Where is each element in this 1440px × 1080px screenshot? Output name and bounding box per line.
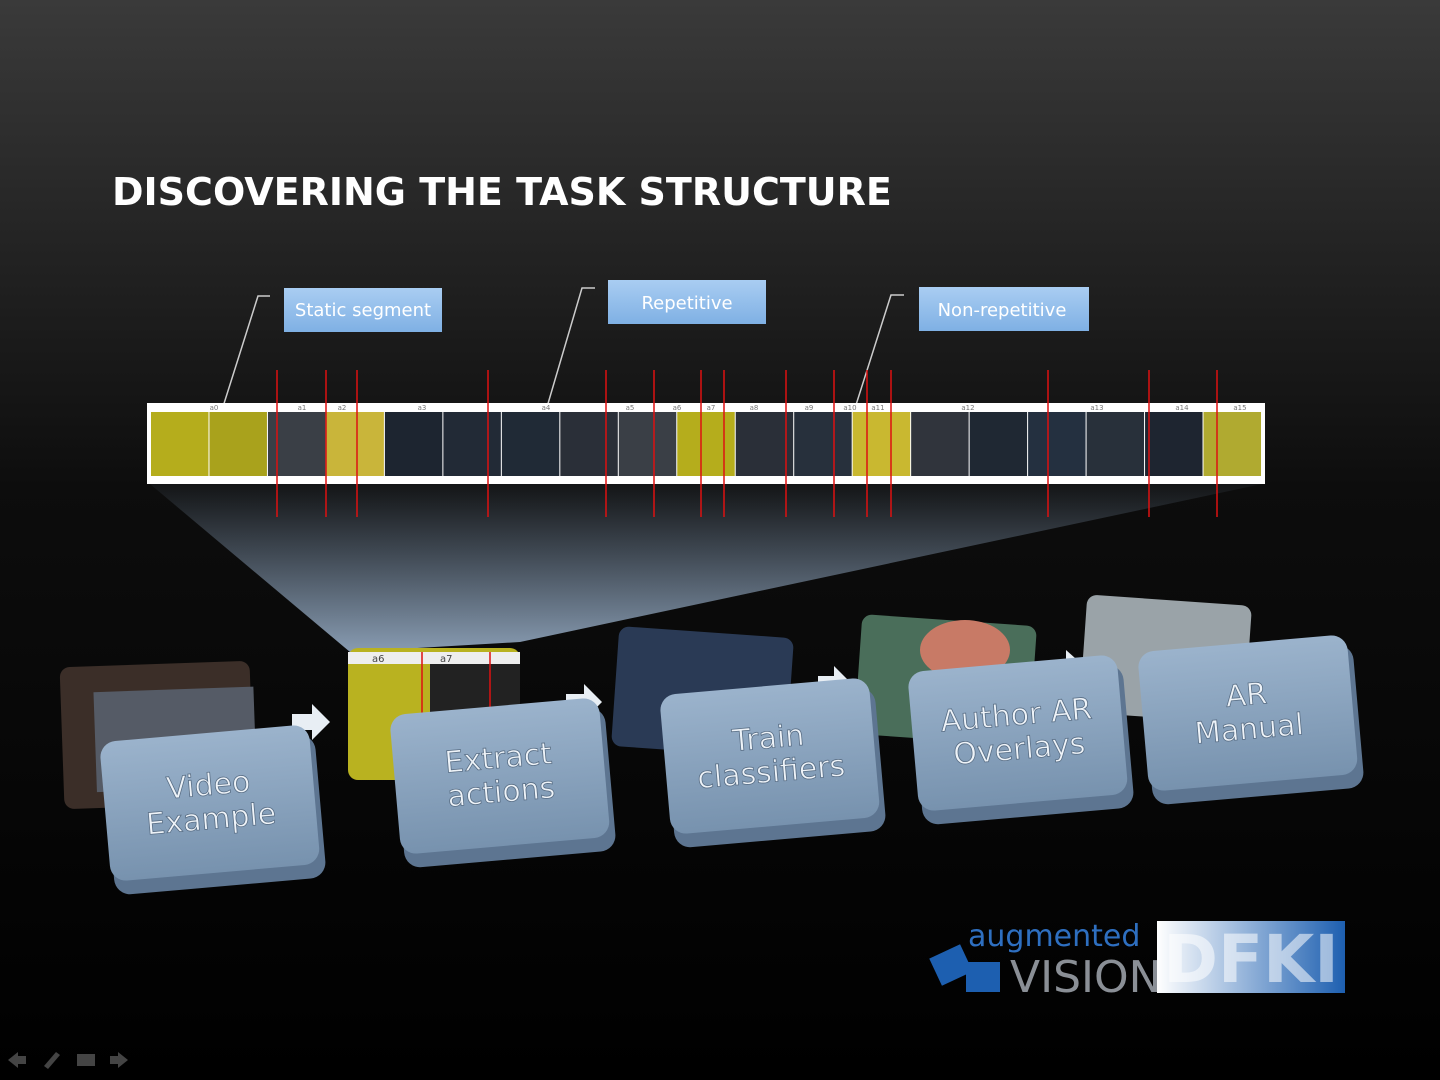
frame: [1086, 412, 1145, 476]
nav-icons: [8, 1052, 128, 1069]
callouts: Static segment Repetitive Non-repetitive: [214, 280, 1089, 433]
segment-label: a15: [1233, 404, 1246, 412]
step-button: Extractactions: [390, 698, 616, 868]
segment-boundaries: [276, 370, 1218, 517]
step-button: VideoExample: [100, 725, 326, 895]
segment-label: a13: [1090, 404, 1103, 412]
frame: [911, 412, 969, 476]
frame: [501, 412, 560, 476]
button-label: Author AROverlays: [939, 692, 1096, 774]
segment-label: a9: [805, 404, 814, 412]
segment-label: a11: [871, 404, 884, 412]
segment-label: a6: [673, 404, 682, 412]
segment-label: a3: [418, 404, 427, 412]
frame: [384, 412, 443, 476]
callout-box: [284, 288, 442, 332]
segment-label: a7: [707, 404, 716, 412]
segment-label: a8: [750, 404, 759, 412]
thumb-label: a7: [440, 654, 453, 665]
step-button: Trainclassifiers: [660, 678, 886, 848]
frame: [618, 412, 677, 476]
segment-label: a10: [843, 404, 856, 412]
frame: [969, 412, 1028, 476]
frame: [1203, 412, 1261, 476]
callout-label: Non-repetitive: [938, 300, 1067, 321]
button-face: [390, 698, 610, 854]
callout-box: [608, 280, 766, 324]
button-line: Train: [730, 718, 806, 759]
button-line: AR: [1224, 676, 1268, 714]
logo-text: VISION: [1010, 952, 1162, 1003]
dfki-box: [1157, 921, 1345, 993]
logo: augmented VISION DFKI: [929, 919, 1345, 1003]
step-button: ARManual: [1138, 635, 1364, 805]
button-label: VideoExample: [142, 762, 278, 842]
callout-leader: [847, 294, 904, 431]
button-label: ARManual: [1190, 673, 1305, 751]
frame: [677, 412, 735, 476]
frame: [151, 412, 209, 476]
button-face: [1138, 635, 1358, 791]
step-button: Author AROverlays: [908, 655, 1134, 825]
segment-label: a1: [298, 404, 307, 412]
button-face: [660, 678, 880, 834]
title: DISCOVERING THE TASK STRUCTURE: [112, 170, 892, 214]
callout-box: [919, 287, 1089, 331]
dfki-text: DFKI: [1163, 921, 1339, 998]
buttons: VideoExample Extractactions Trainclassifie…: [100, 635, 1364, 895]
nav-next[interactable]: [110, 1052, 128, 1068]
segment-label: a4: [542, 404, 551, 412]
button-face: [100, 725, 320, 881]
segment-label: a0: [210, 404, 219, 412]
frame: [326, 412, 384, 476]
button-line: Video: [165, 764, 252, 806]
frame: [209, 412, 267, 476]
frames: [151, 412, 1261, 476]
nav-pen[interactable]: [44, 1052, 60, 1069]
nav-menu[interactable]: [77, 1054, 95, 1066]
beam: [150, 484, 1262, 652]
frame: [443, 412, 501, 476]
callout-label: Static segment: [295, 300, 431, 321]
segment-label: a5: [626, 404, 635, 412]
button-label: Extractactions: [443, 736, 557, 814]
logo-text: augmented: [968, 919, 1140, 954]
frame: [560, 412, 618, 476]
button-line: actions: [446, 770, 557, 814]
nav-prev[interactable]: [8, 1052, 26, 1068]
segment-label: a2: [338, 404, 347, 412]
button-face: [908, 655, 1128, 811]
callout-label: Repetitive: [641, 293, 732, 314]
callout-leader: [541, 287, 595, 425]
frame: [1145, 412, 1203, 476]
segment-label: a12: [961, 404, 974, 412]
frame: [794, 412, 852, 476]
thumb-label: a6: [372, 654, 385, 665]
frame: [735, 412, 794, 476]
callout-leader: [214, 295, 270, 433]
segment-label: a14: [1175, 404, 1189, 412]
segment-labels: a0 a1 a2 a3 a4 a5 a6 a7 a8 a9 a10 a11 a12 a13 a14 a15: [210, 404, 1247, 412]
frame: [852, 412, 911, 476]
frame: [1028, 412, 1086, 476]
